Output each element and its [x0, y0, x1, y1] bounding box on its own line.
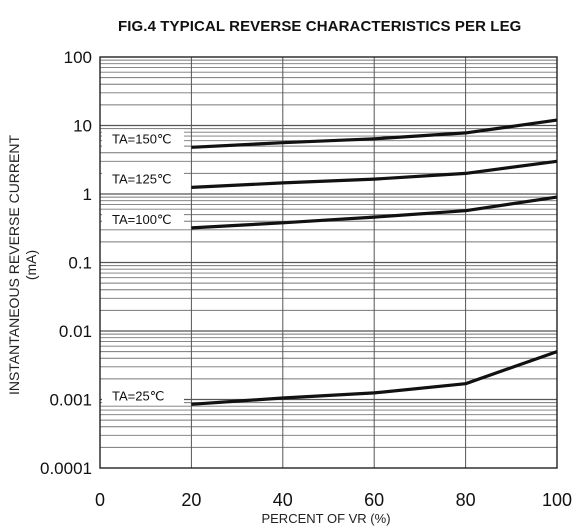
series-label-bg — [102, 209, 184, 228]
series-label: TA=25℃ — [112, 388, 164, 403]
x-tick-label: 100 — [542, 490, 572, 510]
y-tick-label: 100 — [64, 48, 92, 67]
grid — [100, 57, 557, 468]
series-label-bg — [102, 129, 184, 148]
y-tick-label: 10 — [73, 117, 92, 136]
y-tick-label: 0.1 — [68, 254, 92, 273]
x-tick-label: 20 — [181, 490, 201, 510]
chart-title: FIG.4 TYPICAL REVERSE CHARACTERISTICS PE… — [118, 18, 522, 35]
series-label-bg — [102, 386, 184, 405]
x-tick-label: 0 — [95, 490, 105, 510]
series-line — [191, 118, 558, 149]
x-tick-labels: 0 20 40 60 80 100 — [95, 490, 572, 510]
series-line — [191, 195, 558, 230]
x-axis-label: PERCENT OF VR (%) — [261, 511, 391, 526]
series-label: TA=100℃ — [112, 212, 172, 227]
series-line — [191, 350, 558, 406]
series-label: TA=150℃ — [112, 131, 172, 146]
series-label-bg — [102, 169, 184, 188]
y-tick-label: 0.0001 — [40, 459, 92, 478]
plot-frame — [99, 56, 558, 469]
y-tick-labels: 0.0001 0.001 0.01 0.1 1 10 100 — [40, 48, 92, 478]
y-tick-label: 0.001 — [49, 391, 92, 410]
y-tick-label: 0.01 — [59, 322, 92, 341]
y-tick-label: 1 — [83, 185, 92, 204]
plot-border — [99, 56, 558, 469]
series-lines — [191, 118, 558, 406]
x-tick-label: 60 — [364, 490, 384, 510]
series-labels: TA=150℃ TA=125℃ TA=100℃ TA=25℃ — [102, 129, 184, 405]
x-tick-label: 40 — [273, 490, 293, 510]
series-line — [191, 159, 558, 189]
x-tick-label: 80 — [456, 490, 476, 510]
series-label: TA=125℃ — [112, 171, 172, 186]
